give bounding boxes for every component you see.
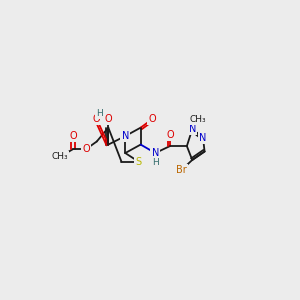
- Text: O: O: [104, 114, 112, 124]
- Text: H: H: [97, 109, 103, 118]
- Text: O: O: [69, 131, 77, 141]
- Text: S: S: [135, 157, 141, 166]
- Text: CH₃: CH₃: [189, 115, 206, 124]
- Text: O: O: [166, 130, 174, 140]
- Text: N: N: [152, 148, 159, 158]
- Text: O: O: [82, 144, 90, 154]
- Text: N: N: [189, 124, 196, 134]
- Text: N: N: [199, 133, 207, 142]
- Text: O: O: [148, 114, 156, 124]
- Text: N: N: [122, 131, 129, 141]
- Text: H: H: [152, 158, 159, 167]
- Text: Br: Br: [176, 165, 187, 175]
- Text: O: O: [93, 114, 100, 124]
- Text: CH₃: CH₃: [52, 152, 68, 161]
